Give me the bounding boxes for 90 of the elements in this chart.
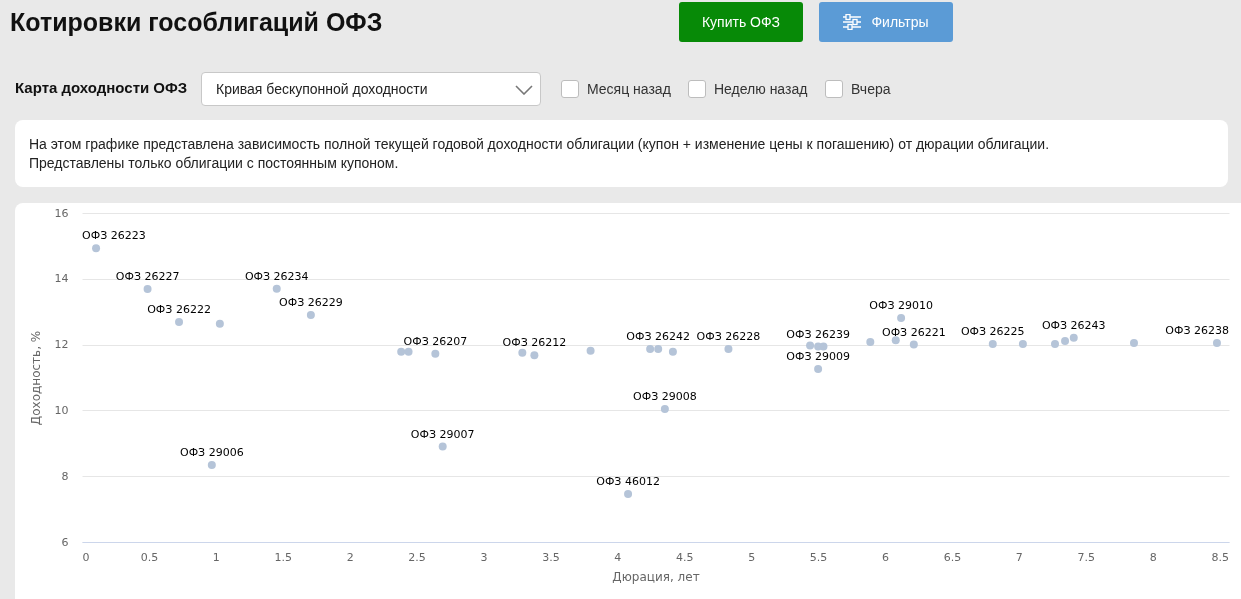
point (891, 336, 900, 345)
point (988, 339, 997, 348)
point (660, 405, 669, 414)
point (272, 284, 281, 293)
point (624, 489, 633, 498)
x-tick-label: 1 (212, 550, 220, 564)
x-tick-label: 3 (480, 550, 488, 564)
point (175, 317, 184, 326)
point (207, 461, 216, 470)
y-tick-label: 8 (61, 469, 69, 483)
point (654, 344, 663, 353)
point (530, 351, 539, 360)
info-box: На этом графике представлена зависимость полной текущей годовой доходности облигации (купон + изменение цены к погашению) от дюрации облигации. Представлены только облигации с постоянным купоном. (15, 120, 1228, 187)
x-tick-label: 0.5 (140, 550, 159, 564)
x-tick-label: 7 (1015, 550, 1023, 564)
x-tick-label: 4.5 (676, 550, 694, 564)
x-tick-label: 7.5 (1077, 550, 1096, 564)
x-tick-label: 3.5 (542, 550, 560, 564)
data-label: ОФЗ 29006 (179, 446, 244, 460)
text: Карта доходности ОФЗ (15, 79, 188, 96)
point (668, 347, 677, 356)
dropdown: Кривая бескупонной доходности (201, 72, 541, 106)
x-tick-label: 2 (346, 550, 354, 564)
x-tick-label: 5.5 (809, 550, 828, 564)
chart-subtitle: На этом графике представлена зависимость полной текущей годовой доходности облигации (купон + изменение цены к погашению) от дюрации облигации. (29, 136, 1050, 152)
y-tick-label: 16 (54, 206, 69, 220)
data-label: ОФЗ 26225 (960, 324, 1025, 338)
button: Фильтры (819, 2, 953, 42)
point (143, 285, 152, 293)
data-label: ОФЗ 29007 (410, 427, 475, 441)
point (646, 344, 655, 353)
point (586, 346, 595, 355)
y-tick-label: 14 (54, 272, 69, 286)
point (866, 337, 875, 346)
point (909, 340, 918, 349)
text: Неделю назад (714, 81, 808, 97)
point (819, 342, 828, 351)
x-tick-label: 2.5 (408, 550, 426, 564)
x-axis-title: Дюрация, лет (612, 569, 700, 584)
point (438, 442, 447, 451)
point (397, 347, 406, 356)
data-label: ОФЗ 26221 (881, 325, 946, 339)
data-label: ОФЗ 46012 (596, 474, 660, 488)
point (92, 244, 101, 253)
x-tick-label: 6.5 (943, 550, 962, 564)
data-label: ОФЗ 26238 (1165, 323, 1229, 337)
x-tick-label: 4 (614, 550, 622, 564)
point (1212, 338, 1221, 347)
button: Купить ОФЗ (679, 2, 803, 42)
point (306, 311, 315, 319)
y-tick-label: 6 (61, 535, 69, 549)
y-tick-label: 10 (54, 403, 69, 417)
point (1129, 338, 1138, 347)
data-label: ОФЗ 26234 (244, 269, 309, 283)
point (1069, 333, 1078, 342)
data-label: ОФЗ 26223 (82, 229, 146, 243)
data-label: ОФЗ 26242 (626, 329, 691, 343)
data-label: ОФЗ 26212 (502, 336, 567, 350)
point (431, 349, 440, 358)
data-label: ОФЗ 29008 (633, 390, 697, 404)
x-tick-label: 8 (1149, 550, 1157, 564)
x-tick-label: 1.5 (274, 550, 293, 564)
data-label: ОФЗ 29010 (869, 298, 933, 312)
point (897, 313, 906, 322)
data-label: ОФЗ 26228 (696, 329, 761, 343)
text: Вчера (851, 81, 891, 97)
point (1051, 339, 1060, 348)
x-tick-label: 0 (82, 550, 90, 564)
x-tick-label: 5 (748, 550, 756, 564)
data-label: ОФЗ 26229 (279, 295, 343, 309)
point (1061, 336, 1070, 345)
data-label: ОФЗ 26239 (786, 327, 850, 341)
data-label: ОФЗ 29009 (786, 349, 850, 363)
point (518, 348, 527, 357)
data-label: ОФЗ 26227 (115, 270, 180, 283)
point (404, 347, 413, 356)
data-label: ОФЗ 26207 (403, 334, 468, 348)
point (814, 364, 823, 373)
chart-title: Котировки гособлигаций ОФЗ (10, 8, 383, 37)
y-axis-title: Доходность, % (28, 330, 43, 426)
x-tick-label: 8.5 (1211, 550, 1229, 564)
data-label: ОФЗ 26222 (147, 302, 211, 316)
data-label: ОФЗ 26243 (1041, 318, 1106, 332)
point (806, 341, 815, 350)
x-tick-label: 6 (882, 550, 890, 564)
text: Месяц назад (587, 81, 671, 97)
point (215, 319, 224, 328)
y-tick-label: 12 (54, 338, 69, 352)
point (724, 344, 733, 353)
point (1018, 339, 1027, 348)
